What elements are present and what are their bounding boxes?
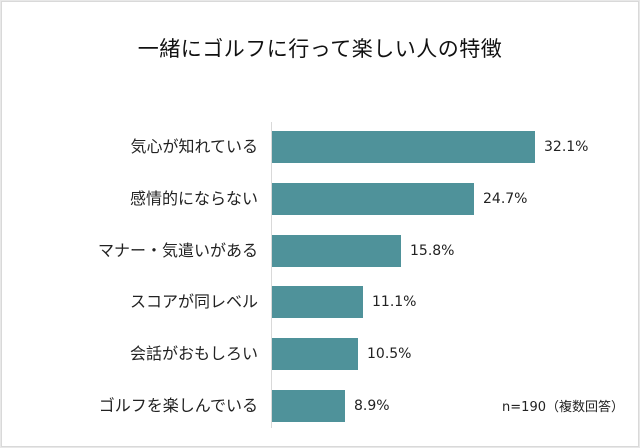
category-label: スコアが同レベル (129, 292, 258, 311)
bar (272, 131, 535, 163)
category-label: 気心が知れている (130, 137, 258, 156)
value-label: 15.8% (410, 243, 455, 259)
category-label: ゴルフを楽しんでいる (98, 396, 258, 415)
bar (272, 286, 363, 318)
bar (272, 338, 358, 370)
category-label: 会話がおもしろい (129, 344, 258, 363)
bar-row: 感情的にならない 24.7% (0, 183, 640, 215)
bar-row: ゴルフを楽しんでいる 8.9% (0, 390, 640, 422)
value-label: 10.5% (367, 346, 412, 362)
bar (272, 235, 401, 267)
bar-row: 会話がおもしろい 10.5% (0, 338, 640, 370)
value-label: 24.7% (483, 191, 528, 207)
value-label: 11.1% (372, 294, 417, 310)
category-label: マナー・気遣いがある (97, 241, 258, 260)
bar (272, 390, 345, 422)
value-label: 8.9% (354, 398, 390, 414)
chart-title: 一緒にゴルフに行って楽しい人の特徴 (137, 37, 503, 61)
category-label: 感情的にならない (129, 189, 258, 208)
bar-row: 気心が知れている 32.1% (0, 131, 640, 163)
y-axis-line (271, 122, 272, 428)
value-label: 32.1% (544, 139, 589, 155)
bar-row: スコアが同レベル 11.1% (0, 286, 640, 318)
sample-size-note: n=190（複数回答） (502, 400, 624, 415)
bar (272, 183, 474, 215)
bar-row: マナー・気遣いがある 15.8% (0, 235, 640, 267)
